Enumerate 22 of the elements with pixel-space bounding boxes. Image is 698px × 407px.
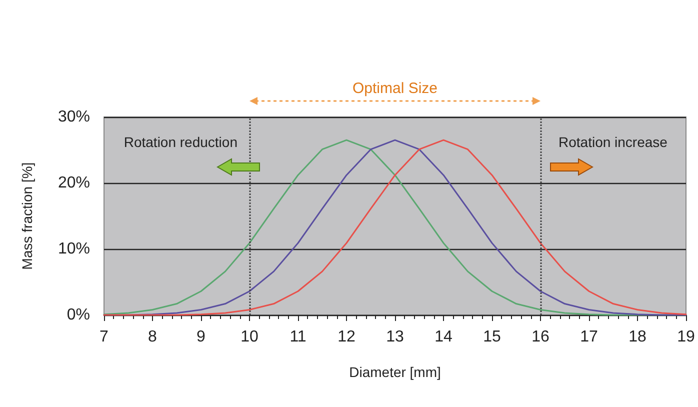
- x-tick-label: 19: [677, 328, 695, 346]
- x-tick-label: 13: [386, 328, 404, 346]
- y-tick-label: 20%: [58, 174, 90, 192]
- annotation: Rotation increase: [558, 134, 668, 150]
- x-tick-label: 12: [338, 328, 356, 346]
- y-tick-label: 30%: [58, 108, 90, 126]
- x-tick-label: 16: [532, 328, 550, 346]
- x-tick-label: 15: [483, 328, 501, 346]
- y-tick-label: 10%: [58, 240, 90, 258]
- x-axis-title: Diameter [mm]: [349, 364, 441, 380]
- y-axis-title: Mass fraction [%]: [19, 162, 35, 270]
- x-tick-label: 10: [240, 328, 258, 346]
- x-tick-label: 17: [580, 328, 598, 346]
- x-tick-label: 7: [100, 328, 109, 346]
- text: Optimal Size: [352, 80, 438, 97]
- x-tick-label: 9: [196, 328, 206, 346]
- x-tick-label: 18: [628, 328, 646, 346]
- x-tick-label: 8: [148, 328, 158, 346]
- x-tick-label: 14: [434, 328, 452, 346]
- x-tick-label: 11: [290, 328, 306, 346]
- y-tick-label: 0%: [66, 306, 90, 324]
- annotation: Rotation reduction: [124, 134, 238, 150]
